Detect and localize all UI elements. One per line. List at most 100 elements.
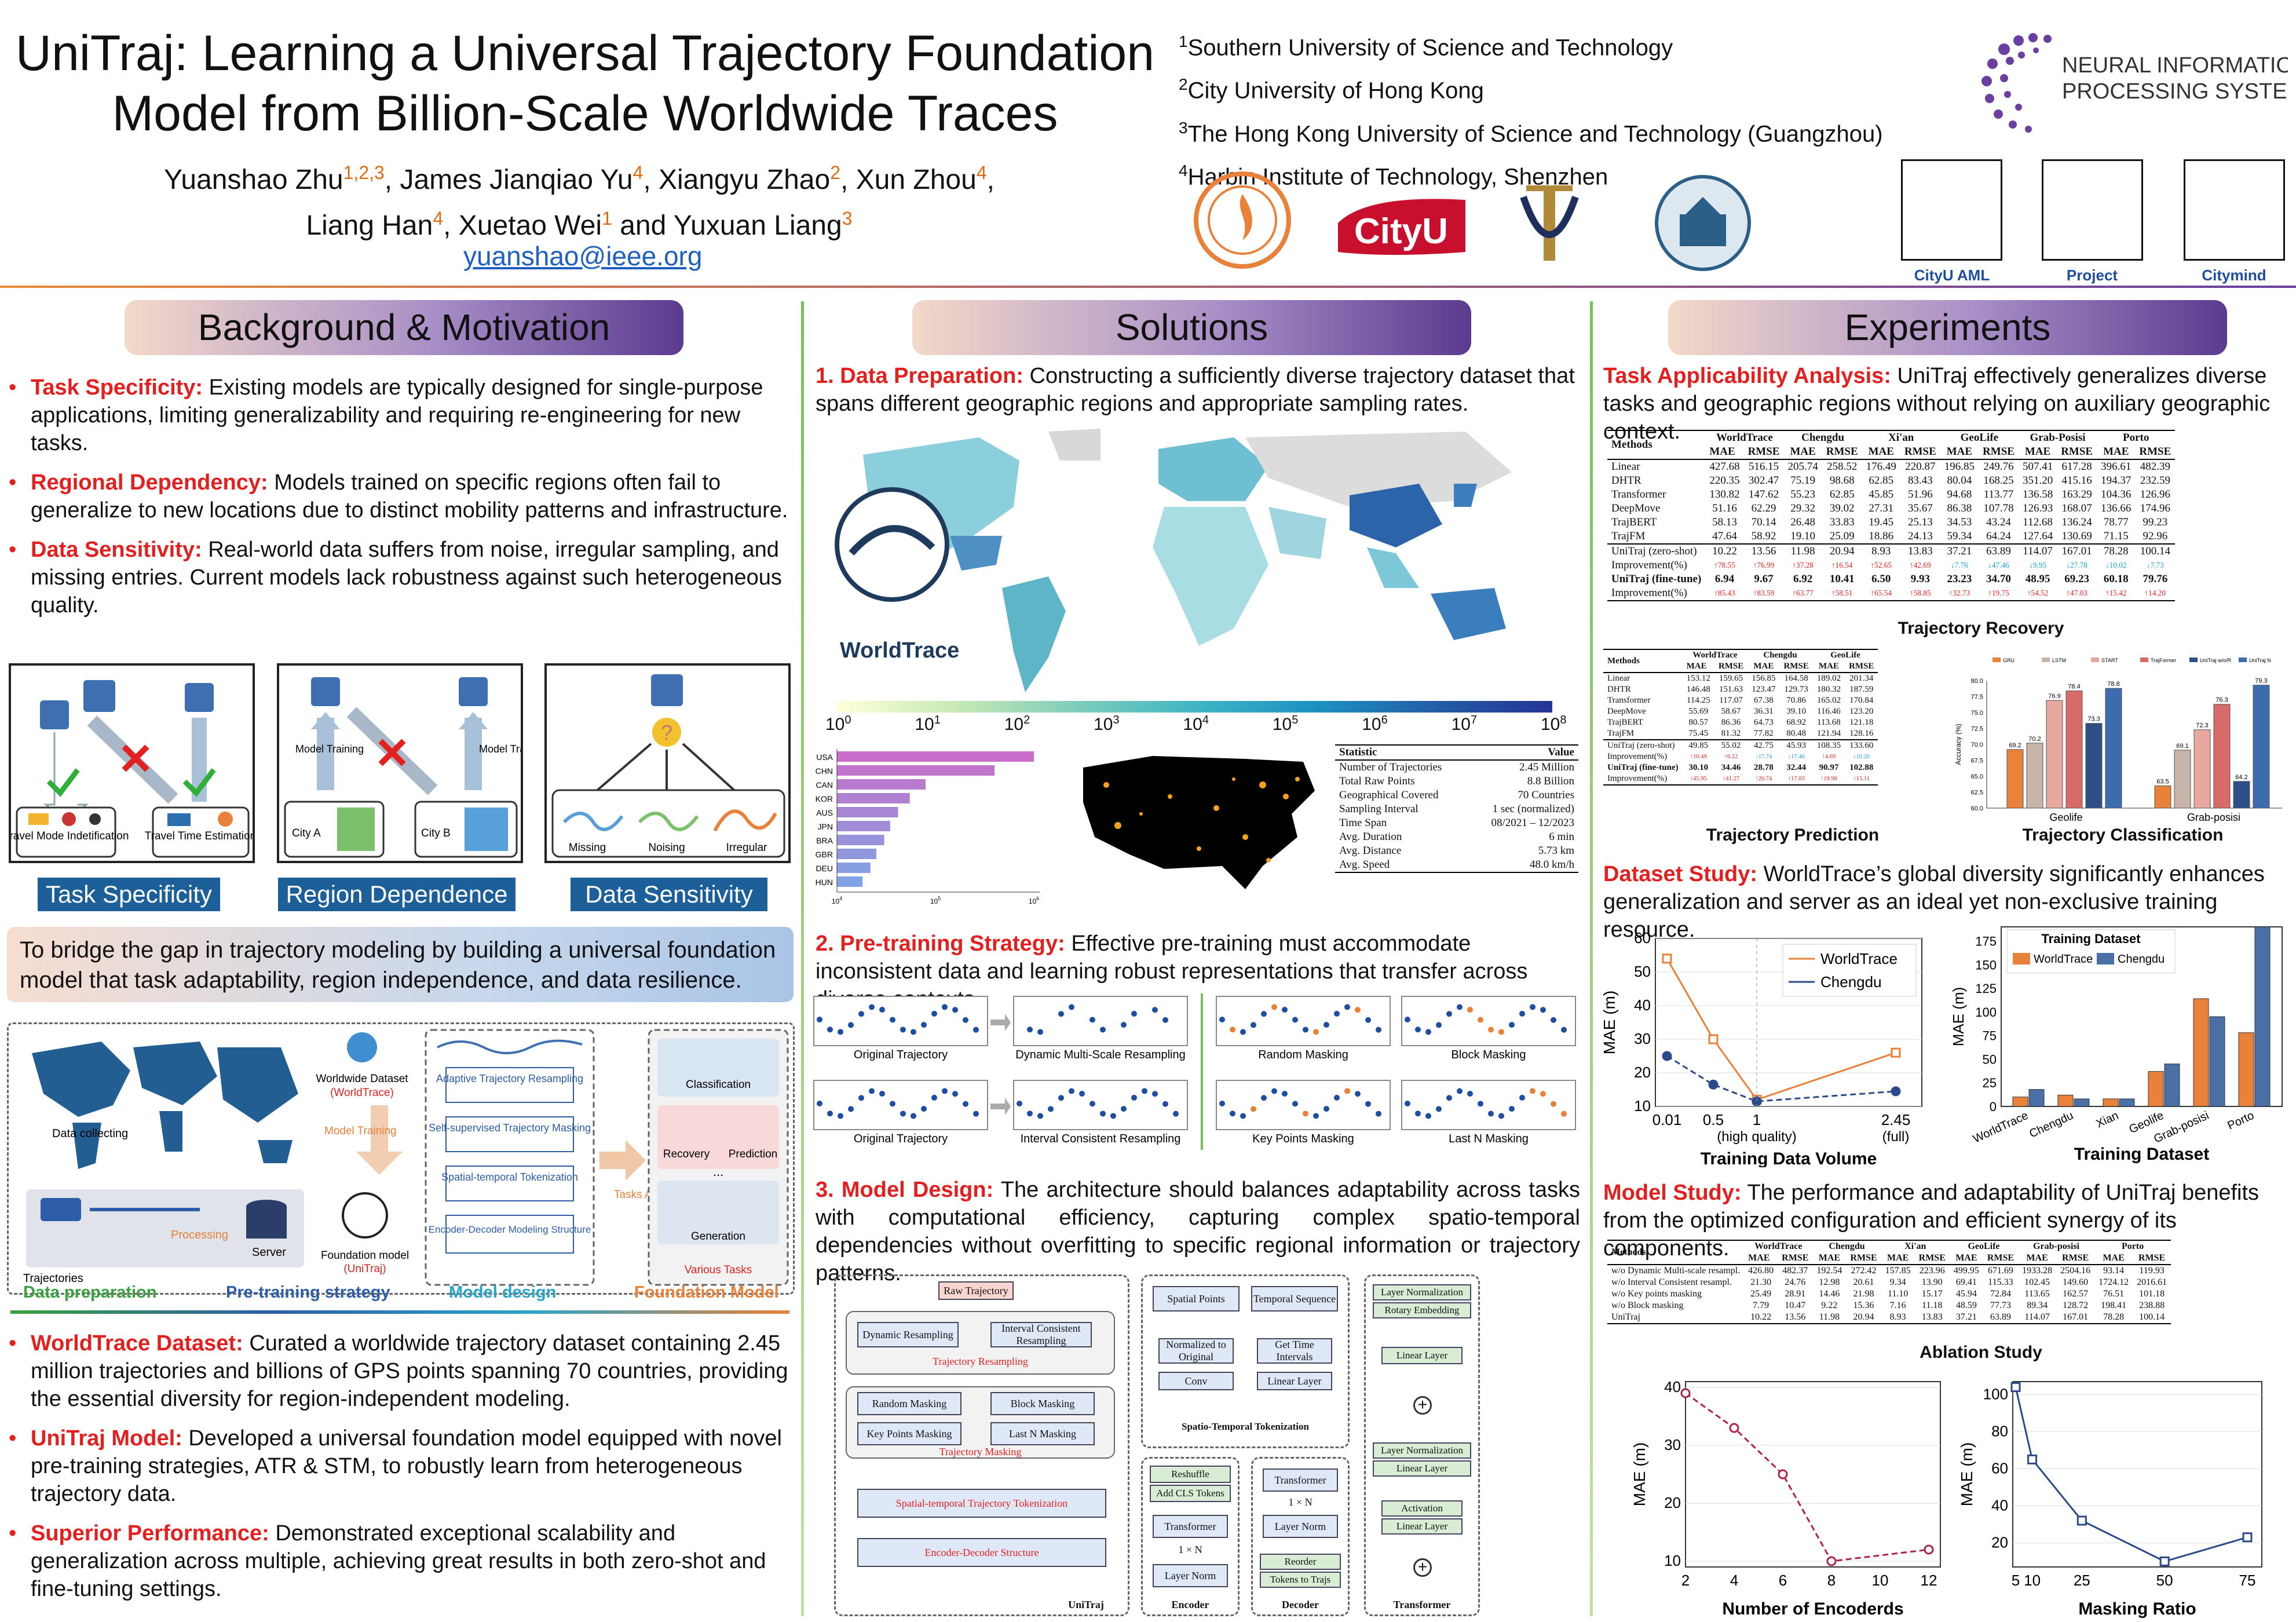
traj-point [1027, 1026, 1033, 1033]
qr-code-project[interactable] [2042, 159, 2143, 261]
bar [2154, 786, 2171, 809]
x-tick-label: 0.01 [1652, 1111, 1682, 1128]
dynamic-resampling-box: Dynamic Resampling [857, 1322, 959, 1347]
data-point [1708, 1079, 1719, 1090]
qr-label: Project [2066, 266, 2118, 284]
prediction-table: Methods WorldTrace Chengdu GeoLife MAE RMSE MA… [1603, 649, 1878, 786]
cls-tokens-box: Add CLS Tokens [1150, 1485, 1231, 1502]
recovery-table: Methods WorldTrace Chengdu Xi'an GeoLife Grab… [1607, 430, 2176, 601]
y-axis-label: MAE (m) [1603, 991, 1618, 1054]
tag-task-specificity: Task Specificity [38, 878, 220, 911]
traj-point [1436, 1106, 1442, 1112]
table-subheader: MAE [1705, 445, 1744, 460]
traj-panel [1216, 996, 1391, 1046]
bar-value-label: 78.8 [2107, 681, 2119, 688]
traj-point [1446, 1095, 1452, 1101]
traj-point [1324, 1022, 1329, 1028]
svg-text:Processing: Processing [171, 1229, 228, 1241]
y-tick-label: 40 [1991, 1496, 2008, 1514]
decoder-layernorm-box: Layer Norm [1263, 1515, 1338, 1538]
legend-swatch [2097, 953, 2114, 965]
traj-point [1121, 1022, 1127, 1028]
bar [2164, 1064, 2180, 1107]
svg-text:Missing: Missing [569, 842, 606, 854]
qr-code-citymind[interactable] [2184, 159, 2285, 261]
table-group-header: Grab-posisi [2018, 1240, 2095, 1252]
y-tick-label: 20 [1664, 1494, 1681, 1511]
email-link[interactable]: yuanshao@ieee.org [463, 241, 703, 271]
table-row: w/o Block masking 7.79 10.47 9.22 15.36 7.16 1… [1611, 1300, 2165, 1310]
layer-normalization-box-2: Layer Normalization [1373, 1442, 1471, 1459]
column-divider [801, 301, 804, 1616]
qr-code-cityu-aml[interactable] [1901, 159, 2002, 261]
key-points-masking-box: Key Points Masking [857, 1422, 961, 1445]
table-group-header: GeoLife [1940, 430, 2019, 445]
bar [2209, 1016, 2225, 1107]
table-row: Sampling Interval 1 sec (normalized) [1339, 803, 1574, 815]
y-tick-label: 60.0 [1971, 805, 1983, 812]
bar-value-label: 76.3 [2215, 697, 2228, 704]
table-row: TrajBERT 80.57 86.36 64.73 68.92 113.68 121.18 [1607, 718, 1874, 727]
bar [2213, 704, 2231, 809]
contribution-bullets: WorldTrace Dataset: Curated a worldwide … [9, 1329, 796, 1614]
traj-point [1540, 1091, 1546, 1097]
traj-point [900, 1110, 906, 1117]
country-label: AUS [816, 808, 833, 817]
traj-point [1152, 1007, 1158, 1013]
cityu-logo: CityU [1338, 199, 1465, 255]
traj-point [1478, 1101, 1483, 1107]
series-line [1666, 958, 1896, 1101]
y-tick-label: 10 [1634, 1097, 1651, 1115]
table-subheader: RMSE [1983, 1252, 2019, 1265]
x-tick-label: 6 [1779, 1572, 1787, 1589]
traj-point [1230, 1026, 1235, 1033]
bar-value-label: 63.5 [2156, 779, 2169, 786]
caption-ablation: Ablation Study [1920, 1343, 2042, 1362]
bullet-item: Superior Performance: Demonstrated excep… [9, 1519, 796, 1603]
bar [2012, 1097, 2028, 1107]
traj-point [1027, 1110, 1033, 1117]
traj-point [1355, 1091, 1361, 1097]
goal-statement: To bridge the gap in trajectory modeling… [7, 927, 794, 1002]
data-point [2076, 1515, 2087, 1526]
traj-point [817, 1101, 822, 1106]
traj-point [890, 1017, 895, 1023]
stats-header: Statistic [1335, 744, 1469, 761]
encoder-decoder-box: Encoder-Decoder Structure [857, 1538, 1106, 1567]
table-subheader: MAE [2018, 445, 2057, 460]
bar [2046, 700, 2063, 809]
decoder-repeat: 1 × N [1288, 1496, 1312, 1508]
traj-point [1405, 1101, 1410, 1106]
y-tick-label: 125 [1975, 981, 1997, 996]
traj-point [1551, 1101, 1556, 1107]
pipeline-overview: Data collecting Trajectories Processing … [7, 1022, 795, 1295]
table-group-header: Porto [2094, 1240, 2171, 1252]
classification-chart: 60.0 62.5 65.0 67.5 70.0 72.5 75.0 77.5 80.0 Accu… [1954, 657, 2282, 823]
table-row: Improvement(%) ↑45.95 ↑41.27 ↑20.74 ↑17.03 ↑1… [1603, 773, 1878, 786]
traj-panel [1216, 1080, 1391, 1130]
country-bar [837, 821, 890, 831]
dataset-statistics-table: Statistic Value Number of Trajectories 2.45… [1335, 744, 1578, 873]
table-row: Time Span 08/2021 – 12/2023 [1339, 817, 1574, 829]
traj-point [1162, 1101, 1168, 1107]
table-row: Total Raw Points 8.8 Billion [1339, 775, 1574, 787]
data-point [2159, 1556, 2170, 1566]
traj-point [1376, 1110, 1381, 1117]
traj-point [1488, 1110, 1494, 1117]
country-label: HUN [816, 878, 833, 887]
x-tick-label: Geolife [2049, 812, 2082, 823]
table-subheader: RMSE [2133, 1252, 2171, 1265]
legend-swatch [2042, 657, 2050, 662]
traj-point [1121, 1106, 1127, 1112]
author-name: Yuanshao Zhu [164, 165, 343, 195]
data-sensitivity-diagram: ? Missing Noising Irregular [551, 674, 785, 858]
traj-point [1240, 1113, 1246, 1119]
legend-label: WorldTrace [2034, 953, 2093, 966]
y-tick-label: 70.0 [1971, 741, 1983, 748]
data-point [2027, 1454, 2038, 1464]
background-bullets: Task Specificity: Existing models are ty… [9, 374, 796, 631]
traj-point [869, 1004, 875, 1010]
traj-label: Key Points Masking [1252, 1133, 1354, 1145]
country-label: JPN [818, 822, 833, 831]
author-affiliation-sup: 1 [602, 208, 612, 229]
